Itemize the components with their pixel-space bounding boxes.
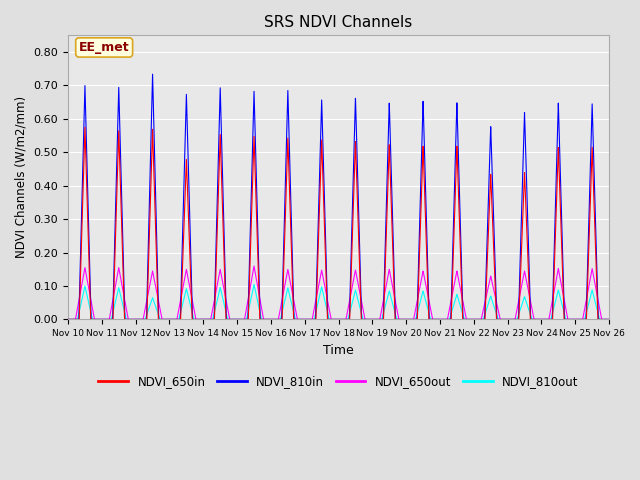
- X-axis label: Time: Time: [323, 344, 354, 357]
- Y-axis label: NDVI Channels (W/m2/mm): NDVI Channels (W/m2/mm): [15, 96, 28, 258]
- Legend: NDVI_650in, NDVI_810in, NDVI_650out, NDVI_810out: NDVI_650in, NDVI_810in, NDVI_650out, NDV…: [93, 371, 584, 393]
- Title: SRS NDVI Channels: SRS NDVI Channels: [264, 15, 413, 30]
- Text: EE_met: EE_met: [79, 41, 129, 54]
